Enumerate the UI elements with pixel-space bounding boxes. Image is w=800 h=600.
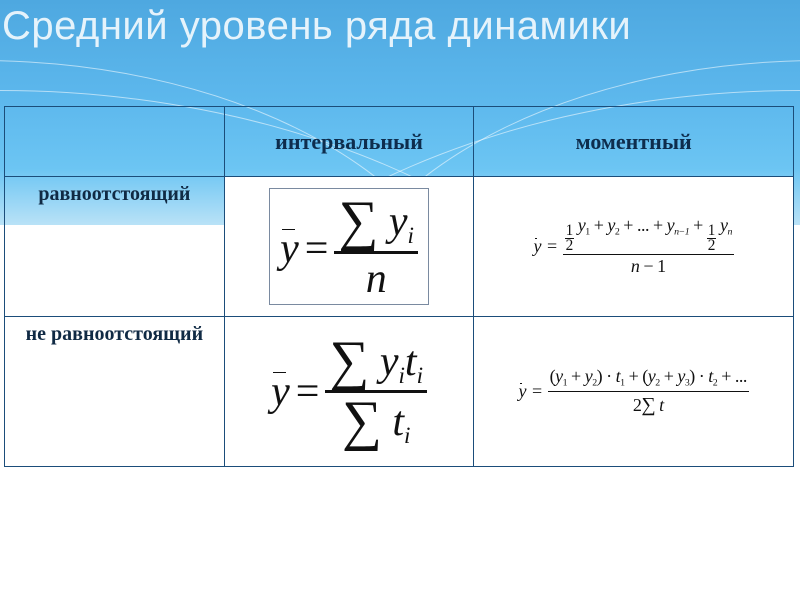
fraction: ∑ yi n — [334, 195, 418, 302]
formula-cell-moment-non-equidistant: y = (y1 + y2) · t1 + (y2 + — [474, 317, 794, 467]
symbol-sigma: ∑ — [342, 399, 382, 444]
symbol-sigma: ∑ — [329, 339, 369, 384]
symbol-n: n — [362, 256, 391, 302]
symbol-sub-i: i — [408, 222, 414, 248]
table-header-empty — [5, 107, 225, 177]
symbol-ybar: y — [518, 381, 526, 402]
formula-box: y = ∑ yi n — [269, 188, 429, 305]
formula-table: интервальный моментный равноотстоящий y … — [4, 106, 794, 467]
formula: y = ∑ yiti ∑ ti — [271, 335, 427, 449]
formula-cell-moment-equidistant: y = 12 y1 + y2 + ... + yn−1 — [474, 177, 794, 317]
table-header-moment: моментный — [474, 107, 794, 177]
slide-root: Средний уровень ряда динамики интервальн… — [0, 0, 800, 600]
symbol-ybar: y — [271, 368, 290, 416]
symbol-eq: = — [532, 381, 542, 402]
table-header-row: интервальный моментный — [5, 107, 794, 177]
fraction: 12 y1 + y2 + ... + yn−1 + 12 yn — [563, 216, 734, 277]
fraction: (y1 + y2) · t1 + (y2 + y3) · t2 — [548, 367, 749, 416]
one-half: 12 — [565, 224, 574, 253]
table-header-interval: интервальный — [224, 107, 474, 177]
formula: y = ∑ yi n — [280, 195, 418, 302]
symbol-eq: = — [296, 368, 320, 416]
symbol-ybar: y — [533, 236, 541, 257]
one-half: 12 — [707, 224, 716, 253]
slide-title: Средний уровень ряда динамики — [0, 4, 800, 49]
symbol-y: y — [389, 199, 408, 245]
formula-cell-interval-non-equidistant: y = ∑ yiti ∑ ti — [224, 317, 474, 467]
symbol-sigma: ∑ — [338, 199, 378, 244]
symbol-eq: = — [547, 236, 557, 257]
formula-cell-interval-equidistant: y = ∑ yi n — [224, 177, 474, 317]
formula: y = 12 y1 + y2 + ... + yn−1 — [533, 216, 733, 277]
fraction: ∑ yiti ∑ ti — [325, 335, 427, 449]
row-label-equidistant: равноотстоящий — [5, 177, 225, 317]
formula: y = (y1 + y2) · t1 + (y2 + — [518, 367, 748, 416]
symbol-eq: = — [305, 225, 329, 273]
table-row: равноотстоящий y = ∑ yi — [5, 177, 794, 317]
row-label-non-equidistant: не равноотстоящий — [5, 317, 225, 467]
symbol-ybar: y — [280, 225, 299, 273]
table-row: не равноотстоящий y = ∑ yiti ∑ — [5, 317, 794, 467]
symbol-sigma: ∑ — [641, 394, 655, 416]
